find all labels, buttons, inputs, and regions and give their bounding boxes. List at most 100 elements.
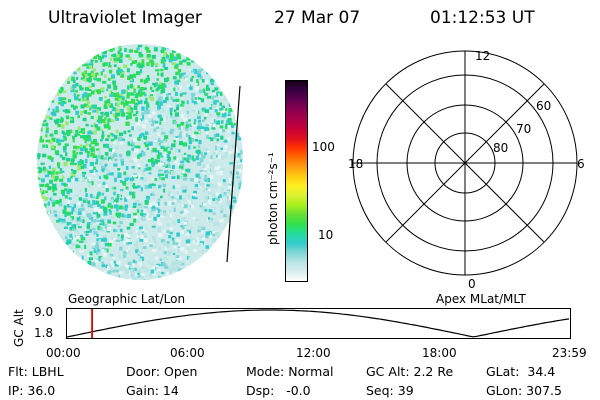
info-ip: IP: 36.0 [8,383,56,398]
uv-image-pixel [164,135,169,139]
uv-image-pixel [116,92,119,97]
uv-image-pixel [127,130,131,133]
uv-image-pixel [164,265,169,269]
uv-image-pixel [148,203,153,207]
uv-image-pixel [100,275,104,280]
uv-image-pixel [207,270,211,273]
uv-image-pixel [66,221,70,226]
uv-image-pixel [234,264,238,268]
uv-image-pixel [188,44,192,48]
uv-image-pixel [160,108,165,113]
uv-image-pixel [220,135,224,140]
uv-image-pixel [233,123,236,127]
uv-image-pixel [178,260,183,265]
uv-image-pixel [189,230,192,234]
uv-image-pixel [83,74,87,78]
uv-image-pixel [65,234,68,239]
uv-image-pixel [96,214,101,218]
uv-image-pixel [171,196,175,199]
uv-image-pixel [64,183,68,187]
uv-image-pixel [117,238,122,241]
uv-image-pixel [157,72,159,76]
uv-image-pixel [164,66,169,70]
polar-plot: 12 18 6 0 60 70 80 [348,49,585,290]
uv-image-pixel [115,239,121,242]
uv-image-pixel [127,85,130,90]
uv-image-pixel [107,270,111,275]
uv-image-pixel [129,159,134,163]
uv-image-pixel [225,45,229,50]
uv-image-pixel [54,214,58,217]
uv-image-pixel [67,203,69,207]
uv-image-pixel [143,209,147,214]
uv-image-pixel [180,121,185,126]
uv-image-pixel [68,255,72,260]
uv-image-pixel [137,269,141,274]
uv-image-pixel [227,125,231,129]
uv-image-pixel [232,196,236,201]
uv-image-pixel [47,107,50,111]
uv-image-pixel [84,103,88,108]
uv-image-pixel [143,79,147,84]
uv-image-pixel [64,188,69,192]
uv-image-pixel [63,150,67,153]
uv-image-pixel [100,228,104,233]
uv-image-pixel [66,211,71,216]
uv-image-pixel [123,104,126,108]
uv-image-pixel [78,219,83,223]
uv-image-pixel [172,220,176,224]
uv-image-pixel [44,174,50,178]
uv-image-pixel [107,134,111,138]
uv-image-pixel [160,155,164,158]
uv-image-pixel [48,253,52,257]
uv-image-pixel [229,162,234,165]
uv-image-pixel [84,137,89,142]
uv-image-pixel [40,123,45,127]
uv-image-pixel [115,198,119,203]
uv-image-pixel [124,177,129,181]
uv-image-pixel [161,162,164,166]
uv-image-pixel [230,77,235,81]
uv-image-pixel [105,277,109,280]
uv-image-pixel [82,75,85,79]
uv-image-pixel [80,104,85,109]
uv-image-pixel [169,227,173,231]
uv-image-pixel [88,148,92,151]
uv-image-pixel [86,224,91,229]
uv-image-pixel [132,259,136,264]
uv-image-pixel [201,265,205,269]
uv-image-pixel [179,131,182,135]
uv-image-pixel [46,256,50,261]
uv-image-pixel [71,76,75,81]
uv-image-pixel [161,57,166,60]
uv-image-pixel [242,88,243,92]
uv-image-pixel [202,260,208,265]
uv-image-pixel [113,276,117,279]
uv-image-pixel [212,161,215,164]
uv-image-pixel [41,108,46,112]
uv-image-pixel [191,96,194,100]
uv-image-pixel [197,97,201,100]
uv-image-pixel [86,77,91,82]
uv-image-pixel [149,147,152,151]
uv-image-pixel [130,92,135,96]
uv-image-pixel [112,46,115,51]
uv-image-pixel [153,183,156,187]
uv-image-pixel [194,45,197,49]
uv-image-pixel [134,95,139,98]
uv-image-pixel [43,102,46,107]
uv-image-pixel [184,268,187,271]
uv-image-pixel [215,264,219,267]
uv-image-pixel [231,248,234,253]
uv-image-pixel [198,243,202,248]
uv-image-pixel [71,46,77,50]
uv-image-pixel [236,171,239,175]
uv-image-pixel [224,261,229,266]
polar-label-top: 12 [475,49,490,63]
uv-image-pixel [109,148,113,151]
uv-image-pixel [236,157,240,161]
uv-image-pixel [231,270,236,274]
uv-image-pixel [206,63,209,66]
uv-image-pixel [126,151,131,156]
uv-image-pixel [143,232,148,236]
